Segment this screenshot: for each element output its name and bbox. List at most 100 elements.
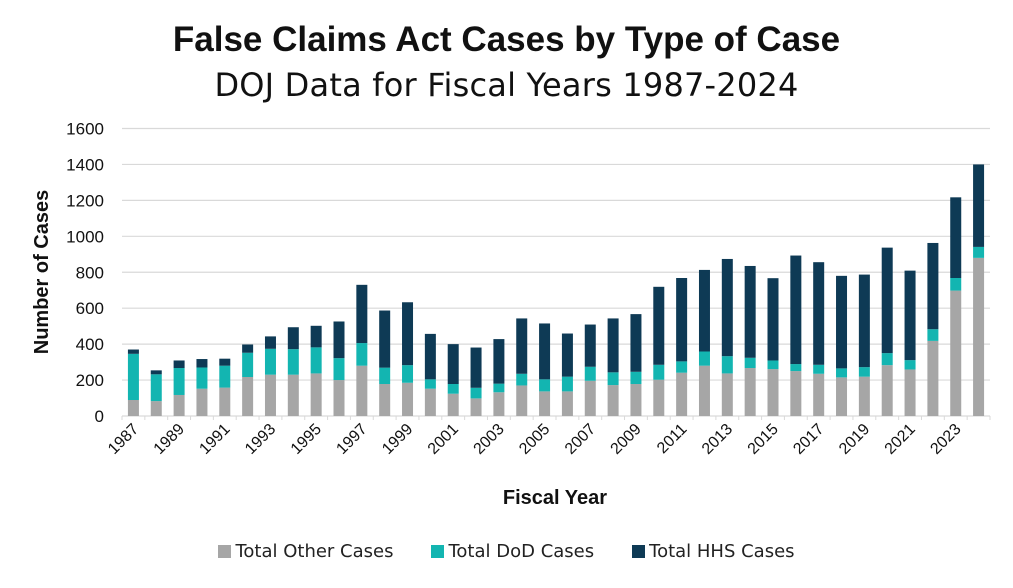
bar-total-dod-cases-2010: [653, 364, 665, 380]
bar-total-other-cases-1992: [242, 377, 254, 416]
legend-label: Total HHS Cases: [649, 541, 795, 562]
y-tick-label: 600: [76, 299, 104, 318]
bar-total-dod-cases-2013: [721, 356, 733, 374]
x-tick-label: 2017: [790, 421, 827, 458]
bar-total-hhs-cases-2024: [973, 164, 985, 247]
bar-total-other-cases-2017: [813, 373, 825, 416]
bar-total-other-cases-2004: [516, 385, 528, 416]
bar-total-hhs-cases-1989: [173, 360, 185, 369]
bar-total-dod-cases-2017: [813, 364, 825, 374]
chart-title: False Claims Act Cases by Type of Case: [172, 20, 841, 59]
bar-total-dod-cases-2006: [561, 376, 573, 392]
bar-total-other-cases-2024: [973, 257, 985, 416]
x-tick-label: 1993: [242, 421, 279, 458]
y-tick-label: 200: [76, 371, 104, 390]
bar-total-hhs-cases-2020: [881, 247, 893, 354]
bar-total-dod-cases-1997: [356, 343, 368, 366]
bar-total-other-cases-1993: [264, 374, 276, 416]
bar-total-dod-cases-2007: [584, 366, 596, 381]
bar-total-other-cases-2009: [630, 384, 642, 416]
x-tick-label: 2015: [745, 421, 782, 458]
bar-total-other-cases-2021: [904, 369, 916, 416]
bar-total-hhs-cases-2004: [516, 318, 528, 374]
bar-total-hhs-cases-2009: [630, 314, 642, 372]
bar-total-other-cases-1996: [333, 380, 345, 416]
bar-total-other-cases-2010: [653, 379, 665, 416]
bar-total-dod-cases-1987: [127, 353, 139, 401]
bar-total-dod-cases-2018: [836, 368, 848, 378]
bar-total-dod-cases-2003: [493, 383, 505, 393]
bar-total-other-cases-1990: [196, 388, 208, 416]
bars: [127, 164, 985, 416]
bar-total-hhs-cases-2013: [721, 258, 733, 357]
bar-total-hhs-cases-1987: [127, 349, 139, 354]
bar-total-other-cases-2020: [881, 365, 893, 416]
bar-total-other-cases-1987: [127, 400, 139, 416]
bar-total-dod-cases-2005: [539, 379, 551, 392]
x-tick-label: 2013: [699, 421, 736, 458]
bar-total-hhs-cases-2007: [584, 324, 596, 367]
bar-total-dod-cases-2022: [927, 329, 939, 341]
x-tick-label: 1987: [105, 421, 142, 458]
bar-total-dod-cases-1996: [333, 358, 345, 381]
bar-total-dod-cases-1988: [150, 374, 162, 402]
bar-total-other-cases-1988: [150, 401, 162, 416]
bar-total-hhs-cases-2012: [698, 269, 710, 352]
legend-item: Total DoD Cases: [431, 541, 594, 562]
bar-total-dod-cases-2015: [767, 360, 779, 370]
bar-total-other-cases-2023: [950, 290, 962, 416]
x-tick-label: 2023: [927, 421, 964, 458]
bar-total-dod-cases-1995: [310, 347, 322, 374]
bar-total-other-cases-1994: [287, 374, 299, 416]
bar-total-dod-cases-2019: [858, 367, 870, 377]
x-tick-label: 2007: [562, 421, 599, 458]
bar-total-other-cases-2018: [836, 377, 848, 416]
bar-total-other-cases-1999: [402, 382, 414, 416]
bar-total-hhs-cases-1997: [356, 284, 368, 344]
bar-total-other-cases-1997: [356, 365, 368, 416]
y-tick-label: 800: [76, 263, 104, 282]
bar-total-hhs-cases-1994: [287, 327, 299, 350]
y-tick-label: 0: [95, 407, 104, 426]
bar-total-dod-cases-2014: [744, 357, 756, 369]
x-tick-label: 2005: [516, 421, 553, 458]
bar-total-hhs-cases-1995: [310, 325, 322, 348]
x-tick-label: 2009: [608, 421, 645, 458]
bar-total-hhs-cases-2005: [539, 323, 551, 380]
bar-total-other-cases-2005: [539, 391, 551, 416]
x-tick-label: 1989: [151, 421, 188, 458]
bar-total-hhs-cases-2010: [653, 286, 665, 365]
y-tick-label: 1400: [66, 155, 104, 174]
bar-total-other-cases-1991: [219, 387, 231, 416]
x-axis-ticks: 1987 1989 1991 1993 1995 1997 1999 2001 2003 2005…: [105, 416, 991, 458]
bar-total-hhs-cases-1990: [196, 359, 208, 368]
bar-total-hhs-cases-2022: [927, 242, 939, 330]
bar-total-dod-cases-2001: [447, 384, 459, 394]
bar-total-dod-cases-2023: [950, 278, 962, 291]
bar-total-dod-cases-1999: [402, 365, 414, 383]
bar-total-dod-cases-2002: [470, 387, 482, 399]
legend-item: Total Other Cases: [218, 541, 393, 562]
bar-total-other-cases-2022: [927, 340, 939, 416]
x-tick-label: 1997: [333, 421, 370, 458]
bar-total-dod-cases-1998: [379, 367, 391, 385]
bar-total-hhs-cases-2015: [767, 278, 779, 361]
y-tick-label: 1200: [66, 191, 104, 210]
bar-total-other-cases-2006: [561, 391, 573, 416]
bar-total-other-cases-1989: [173, 394, 185, 416]
bar-total-hhs-cases-2003: [493, 339, 505, 384]
bar-total-dod-cases-1992: [242, 352, 254, 378]
bar-total-hhs-cases-2017: [813, 262, 825, 365]
bar-total-dod-cases-2016: [790, 364, 802, 372]
bar-total-hhs-cases-1992: [242, 344, 254, 353]
legend-swatch: [632, 545, 646, 558]
x-tick-label: 2011: [654, 421, 690, 457]
x-tick-label: 2001: [425, 421, 462, 458]
legend-swatch: [431, 545, 445, 558]
bar-total-dod-cases-2024: [973, 246, 985, 258]
legend-label: Total DoD Cases: [448, 541, 595, 562]
x-tick-label: 2019: [836, 421, 873, 458]
bar-total-dod-cases-1993: [264, 348, 276, 375]
bar-total-hhs-cases-2014: [744, 265, 756, 358]
y-tick-label: 1000: [66, 227, 104, 246]
